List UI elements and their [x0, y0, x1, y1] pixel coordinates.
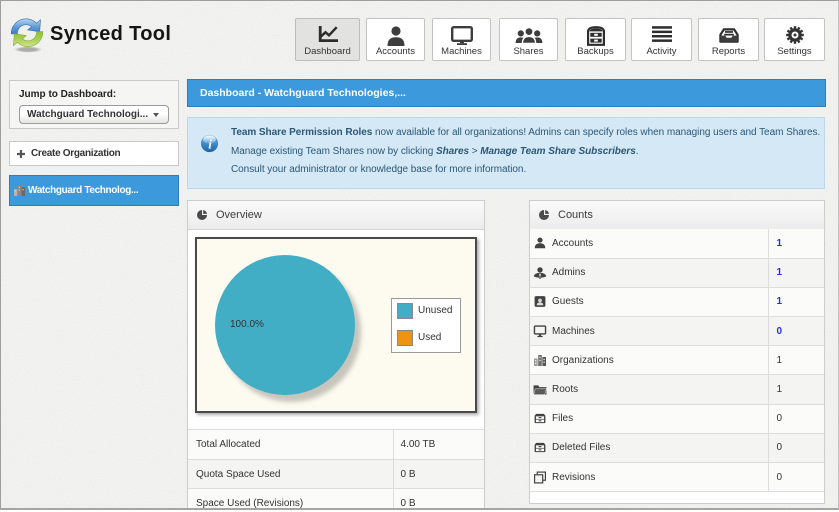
svg-text:i: i: [208, 136, 212, 151]
